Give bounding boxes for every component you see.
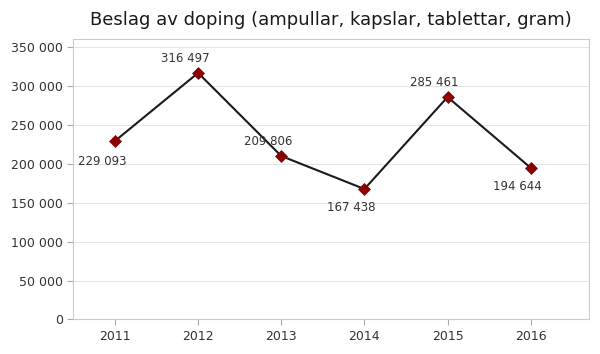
Text: 167 438: 167 438 bbox=[327, 201, 376, 215]
Title: Beslag av doping (ampullar, kapslar, tablettar, gram): Beslag av doping (ampullar, kapslar, tab… bbox=[90, 11, 572, 29]
Text: 285 461: 285 461 bbox=[410, 76, 458, 89]
Text: 194 644: 194 644 bbox=[493, 180, 542, 193]
Text: 316 497: 316 497 bbox=[161, 52, 209, 65]
Text: 209 806: 209 806 bbox=[244, 135, 292, 148]
Text: 229 093: 229 093 bbox=[77, 155, 126, 168]
